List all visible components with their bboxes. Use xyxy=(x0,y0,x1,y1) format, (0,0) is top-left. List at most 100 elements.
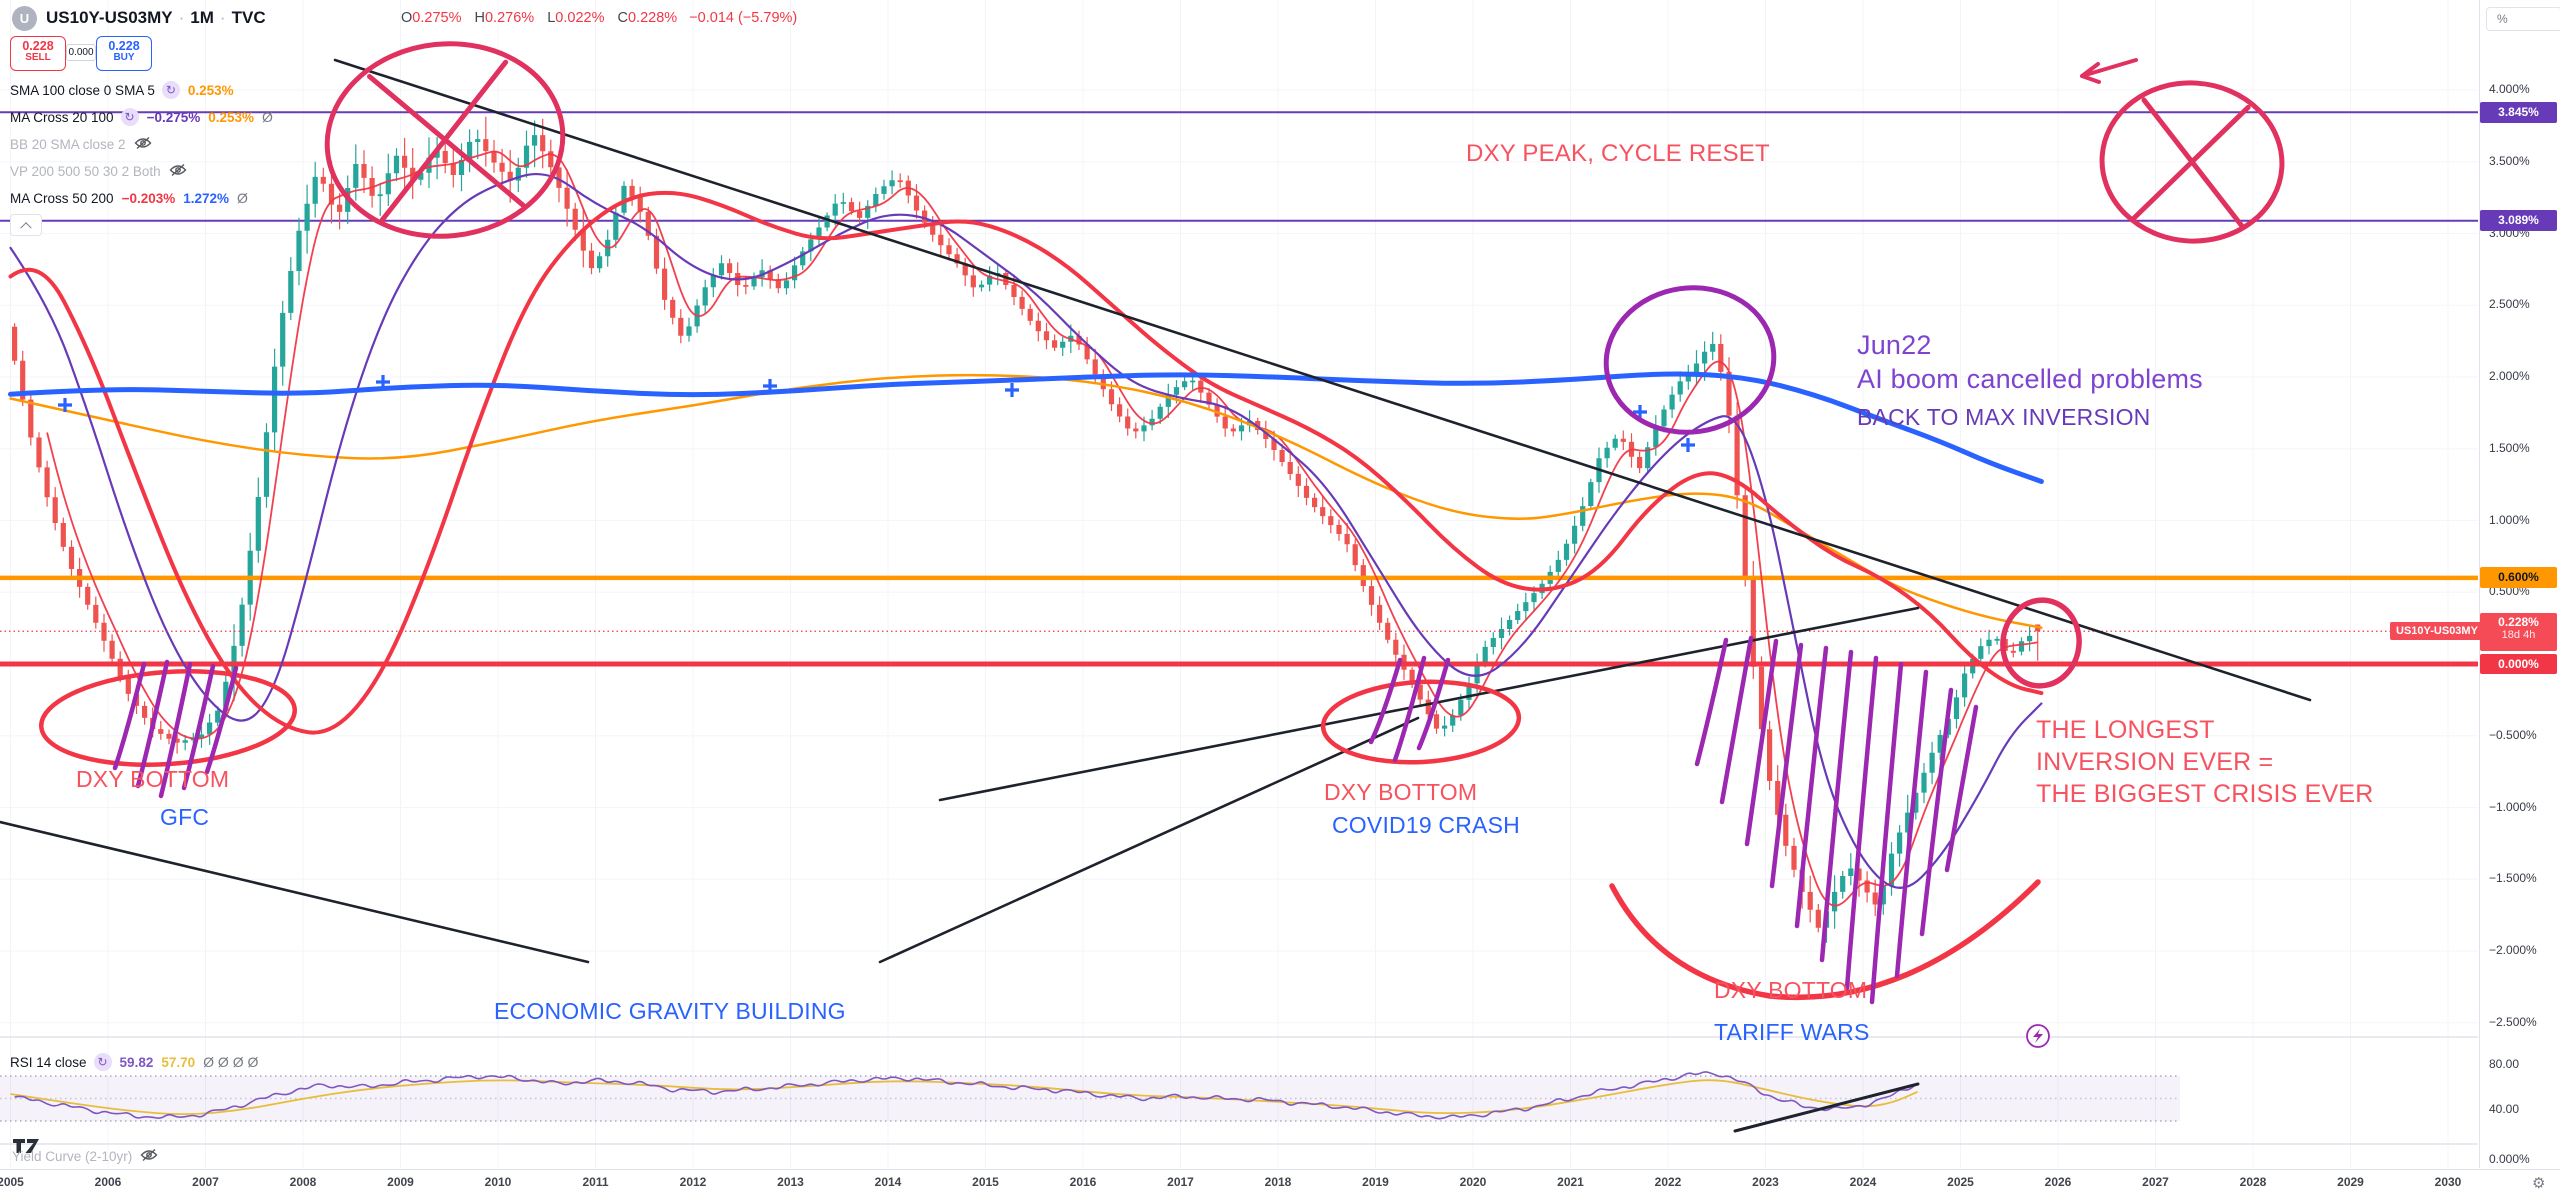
overlay-levels xyxy=(0,575,2478,667)
peak-cross-circle xyxy=(324,41,566,239)
separator-dot: · xyxy=(219,8,226,27)
eye-slash-icon[interactable] xyxy=(140,1148,158,1165)
indicator-value: 0.253% xyxy=(187,82,234,98)
yield-tick-label: 0.000% xyxy=(2489,1152,2530,1166)
price-tick-label: 3.500% xyxy=(2489,153,2530,168)
ma-cross-markers xyxy=(58,375,1695,452)
indicator-row-vp[interactable]: VP 200 500 50 30 2 Both xyxy=(10,159,187,183)
year-label: 2025 xyxy=(1947,1175,1974,1189)
no-data-icons: Ø Ø Ø Ø xyxy=(203,1054,259,1070)
rsi-signal-value: 57.70 xyxy=(161,1054,196,1070)
sync-icon[interactable]: ↻ xyxy=(161,81,180,99)
year-label: 2011 xyxy=(582,1175,609,1189)
price-badge-current: 0.228% 18d 4h xyxy=(2480,613,2557,651)
jun22-circle xyxy=(1603,285,1777,435)
year-label: 2021 xyxy=(1557,1175,1584,1189)
year-label: 2023 xyxy=(1752,1175,1779,1189)
sync-icon[interactable]: ↻ xyxy=(93,1053,112,1071)
indicator-label: MA Cross 50 200 xyxy=(10,190,114,206)
current-price: 0.228% xyxy=(2498,615,2539,629)
time-axis[interactable]: 2005 2006 2007 2008 2009 2010 2011 2012 2013 2014… xyxy=(0,1169,2560,1198)
indicator-label: BB 20 SMA close 2 xyxy=(10,136,126,152)
indicator-label: SMA 100 close 0 SMA 5 xyxy=(10,82,155,98)
high-value: 0.276% xyxy=(484,10,535,26)
year-label: 2014 xyxy=(874,1175,902,1189)
sync-icon[interactable]: ↻ xyxy=(120,108,139,126)
ma200-line xyxy=(8,371,2044,484)
year-label: 2019 xyxy=(1362,1175,1389,1189)
rsi-value: 59.82 xyxy=(119,1054,154,1070)
lightning-icon xyxy=(2026,1024,2050,1048)
tariff-bottom-arc xyxy=(1609,879,2041,1001)
year-label: 2012 xyxy=(679,1175,707,1189)
eye-slash-icon[interactable] xyxy=(134,136,152,153)
indicator-value: 0.253% xyxy=(208,109,255,125)
annotation-text-longest-inversion-2: INVERSION EVER = xyxy=(2036,748,2274,776)
gfc-hatches xyxy=(112,659,239,799)
separator-dot: · xyxy=(178,8,185,27)
price-tick-label: 1.000% xyxy=(2489,512,2530,527)
price-tick-label: −2.000% xyxy=(2489,943,2537,957)
sell-label: SELL xyxy=(25,52,51,63)
eye-slash-icon[interactable] xyxy=(169,163,187,180)
year-label: 2013 xyxy=(777,1175,804,1189)
rsi-pane xyxy=(0,1071,2180,1133)
indicator-row-bb[interactable]: BB 20 SMA close 2 xyxy=(10,132,152,156)
annotation-text-gfc: GFC xyxy=(160,804,210,830)
pane-separators xyxy=(0,1036,2478,1145)
year-label: 2008 xyxy=(289,1175,317,1189)
ma20-line xyxy=(9,172,2043,889)
year-label: 2026 xyxy=(2044,1175,2072,1189)
price-tick-label: −0.500% xyxy=(2489,727,2537,742)
buy-label: BUY xyxy=(113,52,135,63)
year-label: 2018 xyxy=(1264,1175,1292,1189)
indicator-label: VP 200 500 50 30 2 Both xyxy=(10,163,161,179)
price-tick-label: 4.000% xyxy=(2489,82,2530,96)
exchange-label[interactable]: TVC xyxy=(231,8,266,27)
trendlines xyxy=(0,58,2312,964)
no-data-icon: Ø xyxy=(262,109,273,125)
year-label: 2022 xyxy=(1654,1175,1682,1189)
indicator-value: −0.203% xyxy=(121,190,176,206)
low-value: 0.022% xyxy=(555,10,605,26)
ma50-line xyxy=(8,190,2044,735)
year-label: 2005 xyxy=(0,1175,24,1189)
annotation-text-longest-inversion-1: THE LONGEST xyxy=(2036,716,2215,744)
interval-label[interactable]: 1M xyxy=(190,8,214,27)
price-tick-label: 2.000% xyxy=(2489,369,2530,383)
indicator-row-ma-cross-50-200[interactable]: MA Cross 50 200 −0.203% 1.272% Ø xyxy=(10,186,248,210)
indicator-value: 1.272% xyxy=(183,190,230,206)
annotation-text-dxy-bottom-covid: DXY BOTTOM xyxy=(1324,779,1478,805)
inversion-hatches xyxy=(1694,635,1979,1005)
ohlc-readout: O0.275% H0.276% L0.022% C0.228% −0.014 (… xyxy=(392,10,797,26)
hand-drawings xyxy=(39,41,2285,1048)
symbol-logo: U xyxy=(12,6,37,31)
rsi-tick-label: 40.00 xyxy=(2489,1101,2520,1116)
indicator-row-sma100[interactable]: SMA 100 close 0 SMA 5 ↻ 0.253% xyxy=(10,78,234,102)
buy-button[interactable]: 0.228 BUY xyxy=(96,36,152,71)
price-tick-label: −1.500% xyxy=(2489,871,2537,886)
indicator-value: −0.275% xyxy=(146,109,201,125)
indicator-row-yield-curve[interactable]: Yield Curve (2-10yr) xyxy=(12,1148,158,1165)
indicator-label: Yield Curve (2-10yr) xyxy=(12,1149,133,1164)
price-tick-label: −1.000% xyxy=(2489,799,2537,814)
year-label: 2020 xyxy=(1459,1175,1487,1189)
tradingview-logo[interactable] xyxy=(12,1136,46,1161)
indicator-label: MA Cross 20 100 xyxy=(10,109,114,125)
annotation-text-covid19-crash: COVID19 CRASH xyxy=(1332,812,1520,838)
symbol-name[interactable]: US10Y-US03MY xyxy=(46,8,173,27)
collapse-legend-button[interactable] xyxy=(10,214,42,236)
indicator-row-ma-cross-20-100[interactable]: MA Cross 20 100 ↻ −0.275% 0.253% Ø xyxy=(10,105,273,129)
close-key: C xyxy=(617,10,628,26)
buy-price: 0.228 xyxy=(108,39,140,53)
sell-button[interactable]: 0.228 SELL xyxy=(10,36,66,71)
symbol-title[interactable]: US10Y-US03MY · 1M · TVC xyxy=(46,8,266,28)
bar-countdown: 18d 4h xyxy=(2501,629,2536,641)
sell-price: 0.228 xyxy=(22,39,54,53)
price-unit-button[interactable]: % xyxy=(2486,7,2560,31)
annotation-text-longest-inversion-3: THE BIGGEST CRISIS EVER xyxy=(2036,780,2374,808)
timezone-settings-icon[interactable]: ⚙ xyxy=(2532,1175,2546,1192)
indicator-row-rsi[interactable]: RSI 14 close ↻ 59.82 57.70 Ø Ø Ø Ø xyxy=(10,1050,258,1074)
